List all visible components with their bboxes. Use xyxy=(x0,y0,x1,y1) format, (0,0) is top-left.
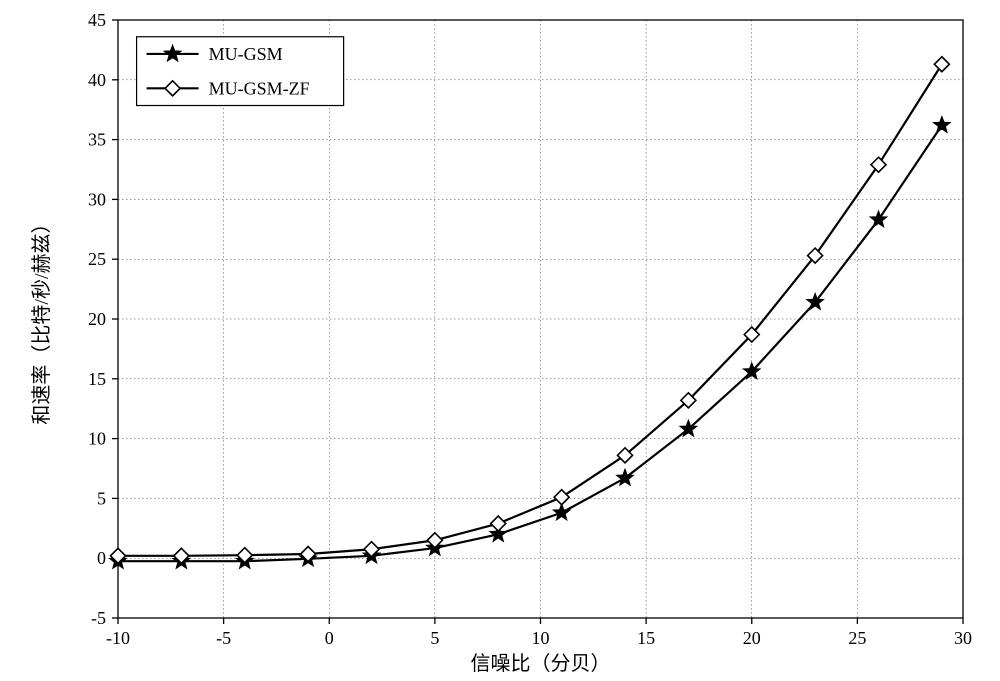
legend-item-label: MU-GSM-ZF xyxy=(209,78,310,98)
x-tick-label: 0 xyxy=(325,628,334,648)
y-tick-label: 45 xyxy=(88,10,106,30)
y-tick-label: 20 xyxy=(88,309,106,329)
x-tick-label: -10 xyxy=(106,628,130,648)
x-axis-title: 信噪比（分贝） xyxy=(471,652,611,675)
x-tick-label: 30 xyxy=(954,628,972,648)
x-tick-label: 10 xyxy=(532,628,550,648)
x-tick-label: -5 xyxy=(216,628,231,648)
chart-container: -10-5051015202530-5051015202530354045信噪比… xyxy=(0,0,1000,681)
y-tick-label: -5 xyxy=(91,608,106,628)
legend-item-label: MU-GSM xyxy=(209,44,283,64)
legend: MU-GSM MU-GSM-ZF xyxy=(137,37,344,106)
line-chart: -10-5051015202530-5051015202530354045信噪比… xyxy=(0,0,1000,681)
x-tick-label: 5 xyxy=(430,628,439,648)
y-tick-label: 25 xyxy=(88,249,106,269)
y-tick-label: 40 xyxy=(88,70,106,90)
x-tick-label: 25 xyxy=(848,628,866,648)
y-tick-label: 0 xyxy=(97,548,106,568)
x-tick-label: 15 xyxy=(637,628,655,648)
y-tick-label: 35 xyxy=(88,130,106,150)
x-tick-label: 20 xyxy=(743,628,761,648)
y-tick-label: 5 xyxy=(97,488,106,508)
y-tick-label: 10 xyxy=(88,429,106,449)
y-axis-title: 和速率（比特/秒/赫兹） xyxy=(30,213,53,424)
y-tick-label: 15 xyxy=(88,369,106,389)
y-tick-label: 30 xyxy=(88,189,106,209)
